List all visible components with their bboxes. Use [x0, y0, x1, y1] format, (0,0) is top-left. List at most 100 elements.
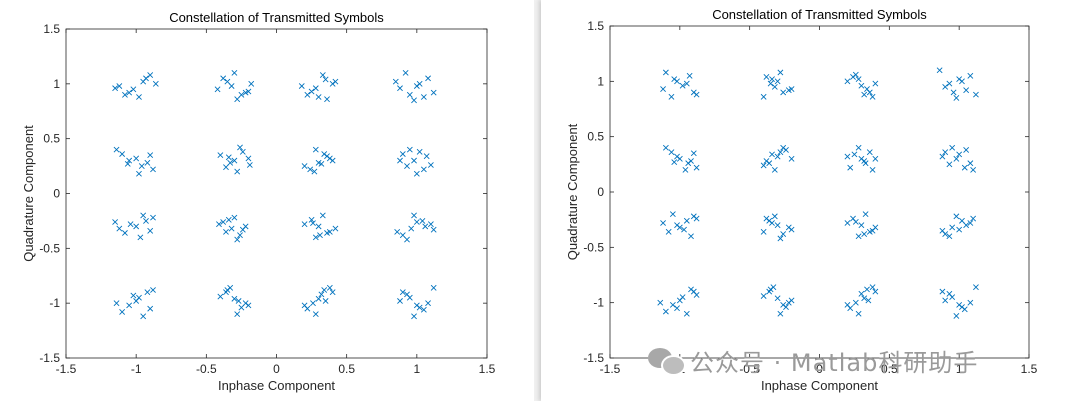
data-point	[319, 212, 326, 219]
data-point	[430, 89, 437, 96]
x-axis-label: Inphase Component	[218, 378, 335, 393]
x-tick-label: 0	[273, 362, 280, 376]
data-point	[237, 232, 243, 239]
y-axis-label: Quadrature Component	[565, 123, 580, 260]
data-point	[852, 218, 859, 225]
y-tick-label: -1	[49, 296, 60, 310]
data-point	[416, 148, 423, 155]
data-point	[224, 287, 231, 293]
data-point	[152, 80, 159, 87]
data-point	[312, 85, 319, 92]
data-point	[949, 144, 956, 151]
data-point	[413, 170, 420, 177]
data-point	[239, 148, 246, 155]
data-point	[136, 94, 142, 100]
x-tick-label: -1.5	[600, 362, 621, 376]
x-tick-label: 1	[413, 362, 420, 376]
data-point	[855, 144, 862, 151]
data-point	[851, 151, 858, 158]
data-point	[301, 302, 308, 309]
data-point	[858, 290, 865, 297]
data-point	[861, 231, 868, 237]
data-point	[147, 72, 154, 78]
data-point	[866, 149, 873, 156]
data-point	[122, 230, 128, 236]
data-point	[767, 286, 774, 293]
data-point	[217, 293, 224, 300]
data-point	[138, 163, 145, 170]
data-point	[408, 225, 415, 232]
data-point	[788, 155, 795, 162]
x-tick-label: -0.5	[739, 362, 760, 376]
data-point	[682, 166, 689, 173]
data-point	[318, 291, 325, 298]
scatter-series	[112, 69, 437, 320]
data-point	[397, 298, 403, 304]
data-point	[147, 152, 154, 159]
data-point	[970, 166, 977, 173]
data-point	[420, 166, 427, 173]
data-point	[234, 311, 241, 318]
data-point	[126, 302, 133, 309]
data-point	[683, 217, 690, 224]
data-point	[329, 289, 336, 296]
data-point	[683, 310, 690, 317]
data-point	[322, 76, 329, 83]
figure-window-right: -1.5-1-0.500.511.5-1.5-1-0.500.511.5Cons…	[541, 0, 1080, 401]
data-point	[953, 95, 960, 101]
data-point	[674, 153, 680, 160]
data-point	[946, 290, 953, 297]
data-point	[126, 157, 133, 164]
chart-title: Constellation of Transmitted Symbols	[169, 10, 384, 25]
data-point	[406, 146, 413, 153]
data-point	[422, 223, 429, 230]
data-point	[411, 97, 417, 104]
data-point	[674, 305, 680, 312]
data-point	[404, 236, 410, 243]
data-point	[231, 157, 238, 164]
data-point	[137, 234, 144, 241]
data-point	[788, 86, 795, 92]
data-point	[688, 233, 694, 240]
data-point	[855, 310, 862, 317]
data-point	[242, 89, 249, 96]
data-point	[668, 149, 675, 156]
data-point	[143, 217, 149, 224]
data-point	[133, 298, 140, 304]
data-point	[769, 220, 775, 226]
data-point	[967, 160, 974, 167]
data-point	[133, 223, 140, 230]
x-tick-label: 1.5	[479, 362, 496, 376]
data-point	[127, 221, 134, 228]
data-point	[419, 217, 426, 224]
x-tick-label: 0.5	[338, 362, 355, 376]
data-point	[949, 224, 956, 231]
data-point	[858, 82, 865, 89]
data-point	[420, 94, 427, 100]
data-point	[321, 151, 328, 157]
data-point	[763, 158, 770, 164]
data-point	[126, 89, 133, 96]
data-point	[760, 162, 767, 169]
data-point	[234, 168, 241, 175]
data-point	[427, 221, 434, 228]
data-point	[246, 162, 253, 168]
data-point	[963, 147, 970, 153]
data-point	[423, 153, 430, 160]
y-tick-label: 1	[53, 77, 60, 91]
data-point	[214, 86, 221, 93]
data-point	[953, 213, 960, 220]
data-point	[308, 88, 315, 95]
watermark-text: 公众号 · Matlab科研助手	[690, 348, 979, 377]
data-point	[660, 86, 666, 92]
data-point	[939, 153, 946, 160]
data-point	[774, 153, 781, 160]
y-tick-label: 0	[53, 187, 60, 201]
data-point	[332, 225, 339, 232]
data-point	[413, 83, 420, 89]
data-point	[774, 222, 781, 229]
data-point	[301, 221, 308, 228]
data-point	[942, 297, 949, 304]
x-tick-label: 0	[816, 362, 823, 376]
data-point	[392, 78, 399, 85]
